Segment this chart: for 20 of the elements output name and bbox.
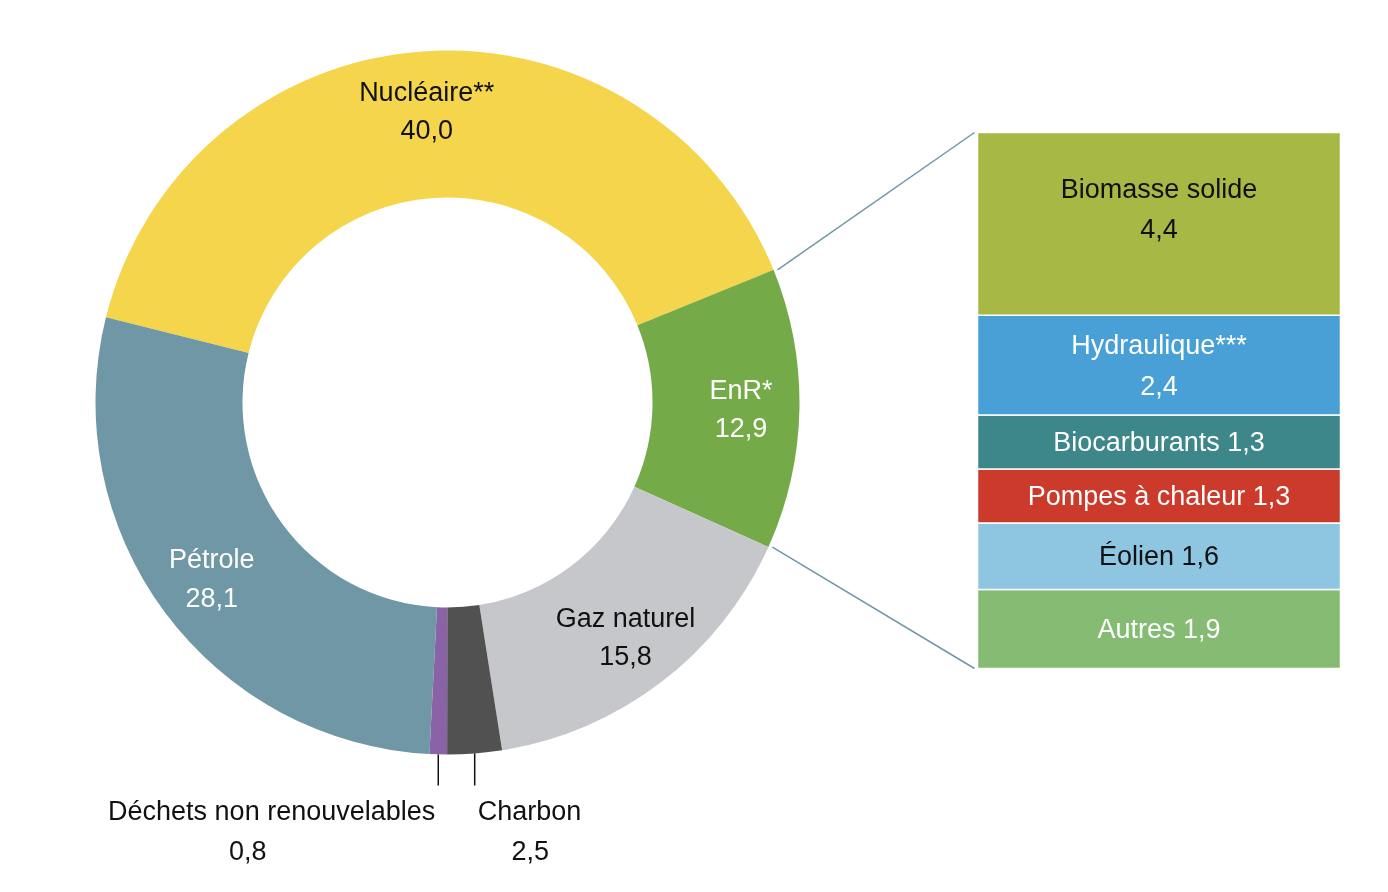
text: Éolien 1,6 xyxy=(1098,541,1220,572)
text: Pompes à chaleur 1,3 xyxy=(1027,481,1291,512)
slice-label: Déchets non renouvelables xyxy=(108,795,436,826)
data-label: 28,1 xyxy=(185,582,238,613)
data-label: 40,0 xyxy=(400,115,453,146)
series-label: Hydraulique*** xyxy=(1071,330,1248,361)
text: Autres 1,9 xyxy=(1097,614,1221,645)
data-label: 4,4 xyxy=(1140,214,1178,245)
data-label: 0,8 xyxy=(229,836,267,866)
slice-label: Pétrole xyxy=(168,544,255,575)
series-label: Biomasse solide xyxy=(1060,173,1258,204)
text: Biocarburants 1,3 xyxy=(1053,427,1265,458)
slice-label: Gaz naturel xyxy=(555,602,696,633)
data-label: 12,9 xyxy=(714,413,768,444)
data-label: 15,8 xyxy=(599,641,652,672)
data-label: 2,4 xyxy=(1140,370,1178,401)
data-label: 2,5 xyxy=(511,836,549,866)
slice-label: Charbon xyxy=(477,795,582,826)
slice-label: EnR* xyxy=(709,374,773,405)
slice-label: Nucléaire** xyxy=(359,76,495,107)
